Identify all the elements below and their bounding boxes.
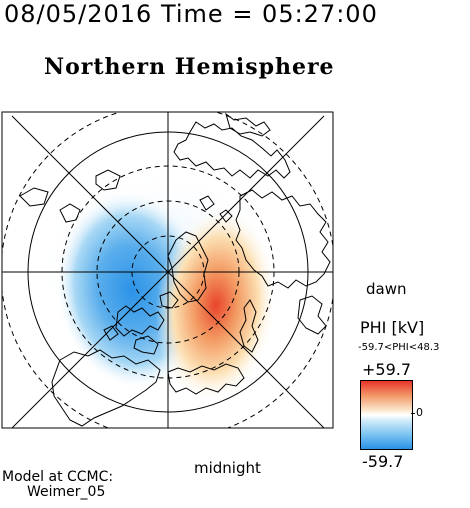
colorbar-max-label: +59.7 (362, 360, 412, 379)
meridian-diagonal-2 (11, 115, 325, 428)
colorbar-range: -59.7<PHI<48.3 (358, 342, 440, 353)
header-datetime: 08/05/2016 Time = 05:27:00 (4, 0, 378, 28)
coastlines (19, 112, 331, 427)
polar-map (1, 111, 334, 429)
colorbar-min-label: -59.7 (362, 452, 404, 471)
map-frame (1, 111, 334, 429)
colorbar-title: PHI [kV] (360, 318, 425, 337)
colorbar-zero-tick (411, 413, 415, 414)
dawn-label: dawn (366, 280, 407, 298)
colorbar (360, 380, 413, 450)
page-title: Northern Hemisphere (44, 54, 335, 80)
dawn-cell (155, 207, 277, 403)
model-name: Weimer_05 (27, 484, 106, 500)
model-label: Model at CCMC: (2, 469, 114, 485)
colorbar-zero-label: 0 (416, 406, 423, 419)
midnight-label: midnight (194, 459, 261, 477)
